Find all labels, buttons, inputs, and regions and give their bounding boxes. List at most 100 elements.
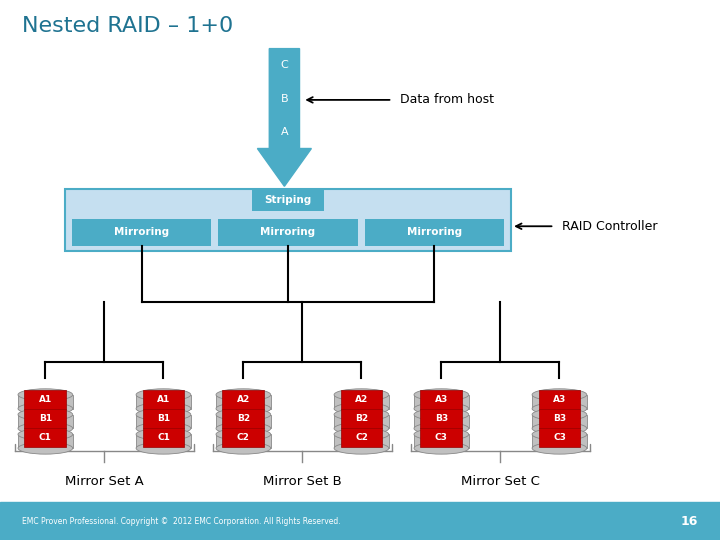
Bar — [136, 415, 191, 428]
Ellipse shape — [414, 428, 469, 440]
Text: C3: C3 — [435, 433, 448, 442]
Ellipse shape — [334, 428, 389, 440]
Bar — [532, 395, 587, 409]
Text: Mirror Set B: Mirror Set B — [263, 475, 342, 488]
Ellipse shape — [216, 428, 271, 440]
Bar — [24, 390, 66, 447]
Ellipse shape — [334, 442, 389, 454]
Bar — [539, 390, 580, 447]
Bar — [414, 395, 469, 409]
Ellipse shape — [216, 403, 271, 415]
Bar — [72, 219, 211, 246]
Ellipse shape — [414, 389, 469, 401]
Text: A1: A1 — [39, 395, 52, 404]
Ellipse shape — [532, 428, 587, 440]
Bar — [334, 434, 389, 448]
Bar — [222, 390, 264, 447]
Ellipse shape — [18, 403, 73, 415]
Text: 16: 16 — [681, 515, 698, 528]
FancyArrow shape — [258, 49, 311, 186]
Bar — [216, 395, 271, 409]
Text: B3: B3 — [435, 414, 448, 423]
Ellipse shape — [18, 389, 73, 401]
Ellipse shape — [216, 409, 271, 421]
Bar — [365, 219, 504, 246]
Ellipse shape — [136, 428, 191, 440]
Text: EMC Proven Professional. Copyright ©  2012 EMC Corporation. All Rights Reserved.: EMC Proven Professional. Copyright © 201… — [22, 517, 341, 525]
Bar — [65, 189, 511, 251]
Text: Mirror Set C: Mirror Set C — [461, 475, 540, 488]
Ellipse shape — [136, 409, 191, 421]
Text: C: C — [281, 60, 288, 70]
Text: B2: B2 — [355, 414, 368, 423]
Bar — [252, 190, 324, 211]
Ellipse shape — [532, 389, 587, 401]
Ellipse shape — [414, 409, 469, 421]
Text: B: B — [281, 93, 288, 104]
Text: C1: C1 — [157, 433, 170, 442]
Text: C2: C2 — [355, 433, 368, 442]
Text: RAID Controller: RAID Controller — [562, 220, 657, 233]
Ellipse shape — [18, 409, 73, 421]
Ellipse shape — [136, 442, 191, 454]
Ellipse shape — [18, 422, 73, 434]
Bar — [334, 395, 389, 409]
Ellipse shape — [334, 389, 389, 401]
Ellipse shape — [216, 389, 271, 401]
Text: Mirroring: Mirroring — [114, 227, 169, 237]
Text: Data from host: Data from host — [400, 93, 494, 106]
Ellipse shape — [414, 442, 469, 454]
Text: A: A — [281, 127, 288, 137]
Bar — [18, 415, 73, 428]
Bar — [532, 415, 587, 428]
Text: C3: C3 — [553, 433, 566, 442]
Bar — [414, 415, 469, 428]
Text: A2: A2 — [355, 395, 368, 404]
Bar — [216, 415, 271, 428]
Ellipse shape — [334, 403, 389, 415]
Bar — [143, 390, 184, 447]
Ellipse shape — [136, 389, 191, 401]
Bar — [334, 415, 389, 428]
Text: B2: B2 — [237, 414, 250, 423]
Ellipse shape — [136, 403, 191, 415]
Bar — [532, 434, 587, 448]
Text: Mirroring: Mirroring — [407, 227, 462, 237]
Bar — [216, 434, 271, 448]
Bar — [420, 390, 462, 447]
Text: A3: A3 — [553, 395, 566, 404]
Ellipse shape — [18, 428, 73, 440]
Bar — [414, 434, 469, 448]
Text: A2: A2 — [237, 395, 250, 404]
Bar — [18, 395, 73, 409]
Text: Striping: Striping — [264, 195, 312, 205]
Bar — [18, 434, 73, 448]
Ellipse shape — [136, 422, 191, 434]
Ellipse shape — [216, 422, 271, 434]
Ellipse shape — [532, 442, 587, 454]
Text: Mirror Set A: Mirror Set A — [65, 475, 144, 488]
Bar — [0, 502, 720, 540]
Text: Nested RAID – 1+0: Nested RAID – 1+0 — [22, 16, 233, 36]
Text: C1: C1 — [39, 433, 52, 442]
Ellipse shape — [532, 403, 587, 415]
Text: B1: B1 — [157, 414, 170, 423]
Ellipse shape — [334, 409, 389, 421]
Text: C2: C2 — [237, 433, 250, 442]
Text: A1: A1 — [157, 395, 170, 404]
Ellipse shape — [334, 422, 389, 434]
Ellipse shape — [532, 409, 587, 421]
Text: Mirroring: Mirroring — [261, 227, 315, 237]
Bar — [341, 390, 382, 447]
Text: B3: B3 — [553, 414, 566, 423]
Bar — [218, 219, 358, 246]
Bar — [136, 395, 191, 409]
Ellipse shape — [532, 422, 587, 434]
Ellipse shape — [216, 442, 271, 454]
Ellipse shape — [414, 403, 469, 415]
Bar — [136, 434, 191, 448]
Text: A3: A3 — [435, 395, 448, 404]
Ellipse shape — [414, 422, 469, 434]
Ellipse shape — [18, 442, 73, 454]
Text: B1: B1 — [39, 414, 52, 423]
